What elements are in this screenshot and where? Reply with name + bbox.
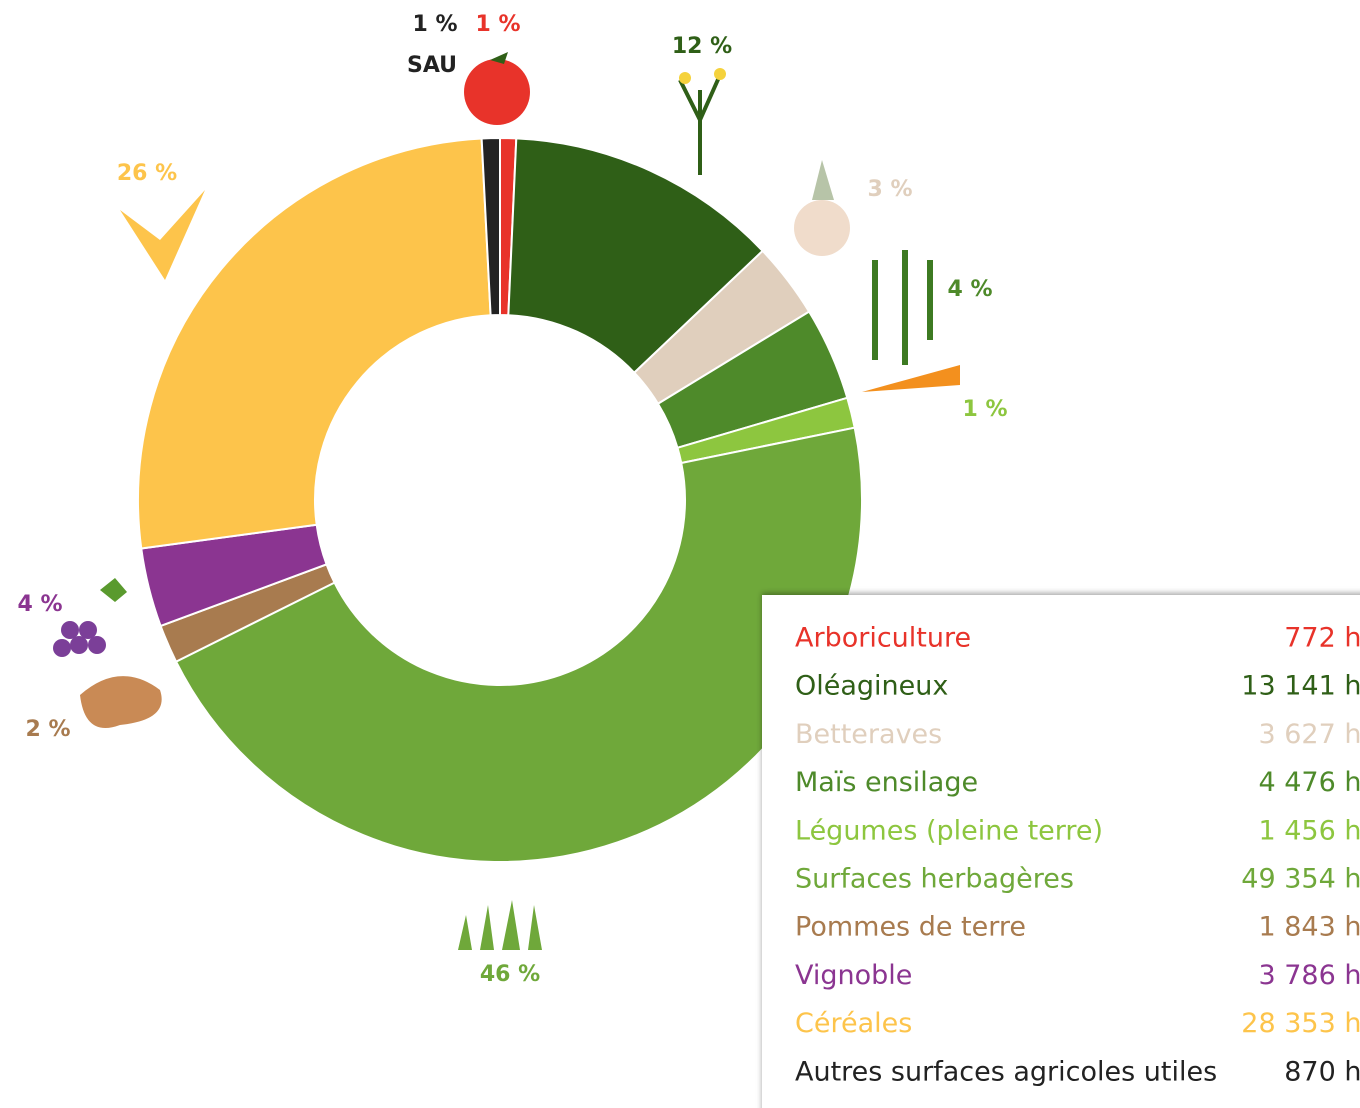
percent-label: 3 %: [867, 177, 912, 202]
legend-label: Oléagineux: [795, 671, 948, 702]
percent-label: 4 %: [17, 592, 62, 617]
grape-icon: [53, 621, 106, 657]
apple-leaf: [490, 52, 508, 64]
legend-value: 870 ha: [1284, 1056, 1360, 1087]
rapeseed-icon: [678, 74, 722, 175]
donut-slice: [507, 137, 765, 375]
grape-leaf: [100, 578, 127, 602]
legend-value: 1 456 ha: [1258, 815, 1360, 846]
legend-value: 4 476 ha: [1258, 767, 1360, 798]
potato-icon: [80, 676, 162, 729]
legend-box: [762, 595, 1360, 1108]
grass-icon: [458, 900, 542, 950]
slices: [137, 136, 863, 863]
legend-label: Betteraves: [795, 719, 942, 750]
maize-icon: [872, 250, 933, 365]
legend-label: Maïs ensilage: [795, 767, 978, 798]
icons: [53, 52, 960, 950]
percent-label: 1 %: [962, 397, 1007, 422]
legend-value: 772 ha: [1284, 623, 1360, 654]
percent-label: 46 %: [480, 962, 540, 987]
legend-label: Autres surfaces agricoles utiles: [795, 1056, 1217, 1087]
legend-value: 49 354 ha: [1241, 864, 1360, 895]
beet-icon: [794, 200, 850, 256]
legend-label: Arboriculture: [795, 623, 971, 654]
apple-icon: [464, 59, 530, 125]
legend-label: Céréales: [795, 1008, 912, 1039]
percent-label: 26 %: [117, 161, 177, 186]
legend-label: Surfaces herbagères: [795, 864, 1074, 895]
donut-slice: [137, 137, 492, 550]
legend-label: Légumes (pleine terre): [795, 815, 1103, 846]
percent-label: 1 %: [475, 12, 520, 37]
legend-value: 28 353 ha: [1241, 1008, 1360, 1039]
annotation: SAU: [407, 53, 457, 78]
legend-value: 3 786 ha: [1258, 960, 1360, 991]
carrot-icon: [862, 365, 960, 392]
rapeseed-flower: [714, 68, 726, 80]
beet-leaf: [812, 160, 834, 200]
percent-label: 12 %: [672, 34, 732, 59]
legend-value: 3 627 ha: [1258, 719, 1360, 750]
legend-value: 1 843 ha: [1258, 912, 1360, 943]
percent-label: 4 %: [947, 277, 992, 302]
percent-label: 1 %: [412, 12, 457, 37]
legend-label: Vignoble: [795, 960, 912, 991]
rapeseed-flower: [679, 72, 691, 84]
percent-label: 2 %: [25, 717, 70, 742]
legend-label: Pommes de terre: [795, 912, 1026, 943]
legend-value: 13 141 ha: [1241, 671, 1360, 702]
donut-slice: [480, 136, 501, 317]
wheat-icon: [120, 190, 205, 280]
